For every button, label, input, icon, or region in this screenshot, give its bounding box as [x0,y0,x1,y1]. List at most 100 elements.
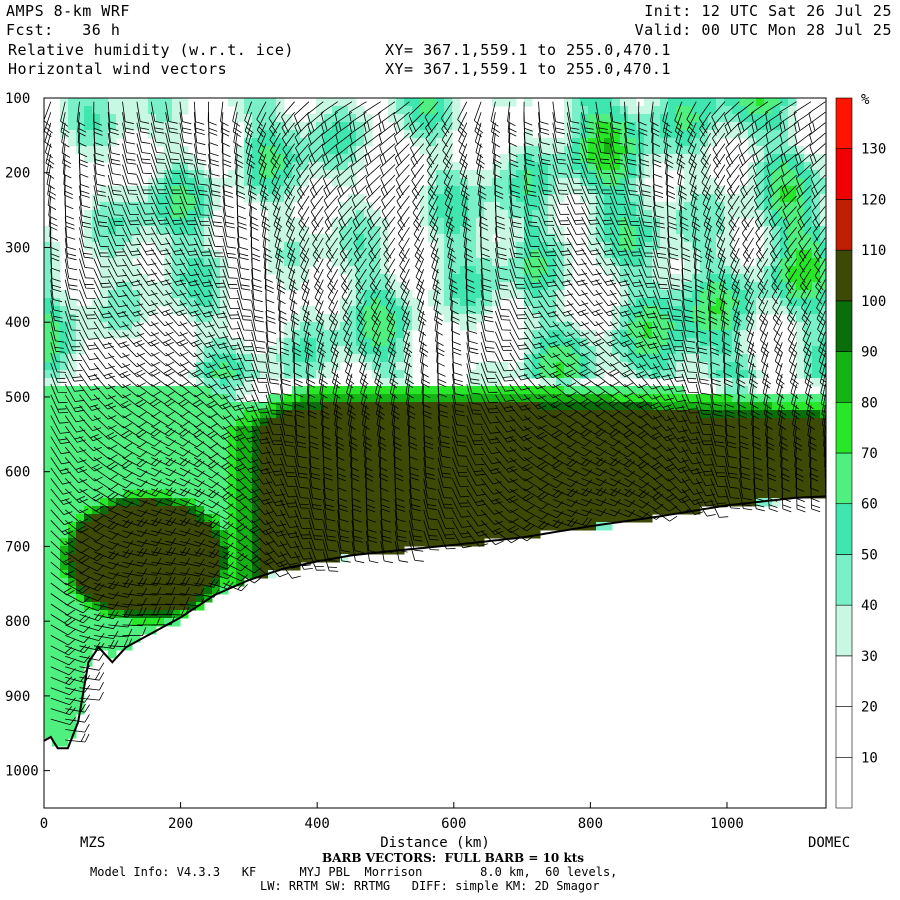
rh-cell [668,490,677,499]
rh-cell [500,490,509,499]
rh-cell [404,466,413,475]
rh-cell [116,570,125,579]
rh-cell [180,226,189,235]
wind-barb [93,425,118,440]
rh-cell [196,474,205,483]
rh-cell [68,674,77,683]
rh-cell [500,234,509,243]
rh-cell [700,122,709,131]
rh-cell [428,482,437,491]
rh-cell [668,122,677,131]
rh-cell [636,346,645,355]
rh-cell [756,426,765,435]
rh-cell [460,458,469,467]
wind-barb [122,587,148,597]
rh-cell [636,362,645,371]
rh-cell [812,338,821,347]
rh-cell [212,194,221,203]
rh-cell [620,146,629,155]
rh-cell [644,122,653,131]
rh-cell [556,354,565,363]
rh-cell [620,490,629,499]
wind-barb [50,415,70,434]
rh-cell [300,162,309,171]
rh-cell [132,578,141,587]
rh-cell [772,426,781,435]
rh-cell [204,210,213,219]
rh-cell [380,402,389,411]
rh-cell [796,418,805,427]
rh-cell [252,130,261,139]
rh-cell [52,714,61,723]
rh-cell [76,98,85,107]
rh-cell [612,442,621,451]
rh-cell [708,218,717,227]
rh-cell [676,498,685,507]
rh-cell [204,346,213,355]
rh-cell [156,218,165,227]
rh-cell [460,186,469,195]
rh-cell [348,418,357,427]
rh-cell [428,106,437,115]
rh-cell [540,282,549,291]
rh-cell [820,162,826,171]
rh-cell [700,266,709,275]
rh-cell [660,106,669,115]
rh-cell [164,466,173,475]
rh-cell [260,506,269,515]
rh-cell [172,218,181,227]
rh-cell [508,178,517,187]
rh-cell [388,530,397,539]
rh-cell [76,634,85,643]
rh-cell [532,290,541,299]
rh-cell [724,498,733,507]
rh-cell [436,394,445,403]
rh-cell [356,266,365,275]
rh-cell [572,138,581,147]
rh-cell [348,410,357,419]
rh-cell [676,362,685,371]
rh-cell [52,658,61,667]
rh-cell [212,426,221,435]
rh-cell [292,330,301,339]
wind-barb [93,352,115,370]
rh-cell [276,442,285,451]
rh-cell [476,282,485,291]
rh-cell [140,594,149,603]
rh-cell [156,98,165,107]
rh-cell [524,242,533,251]
rh-cell [92,106,101,115]
rh-cell [100,498,109,507]
rh-cell [628,370,637,379]
wind-barb [165,153,181,175]
rh-cell [396,522,405,531]
rh-cell [692,146,701,155]
rh-cell [780,178,789,187]
rh-cell [660,418,669,427]
rh-cell [780,250,789,259]
rh-cell [788,450,797,459]
rh-cell [300,154,309,163]
wind-barb [50,655,76,666]
rh-cell [652,338,661,347]
rh-cell [580,418,589,427]
rh-cell [292,522,301,531]
rh-cell [692,210,701,219]
rh-cell [524,338,533,347]
rh-cell [532,434,541,443]
rh-cell [68,458,77,467]
rh-cell [452,250,461,259]
rh-cell [564,170,573,179]
rh-cell [724,482,733,491]
rh-cell [532,458,541,467]
rh-cell [444,282,453,291]
rh-cell [436,210,445,219]
rh-cell [508,170,517,179]
rh-cell [452,394,461,403]
rh-cell [764,154,773,163]
rh-cell [60,722,69,731]
rh-cell [204,202,213,211]
rh-cell [100,290,109,299]
rh-cell [572,330,581,339]
rh-cell [604,242,613,251]
